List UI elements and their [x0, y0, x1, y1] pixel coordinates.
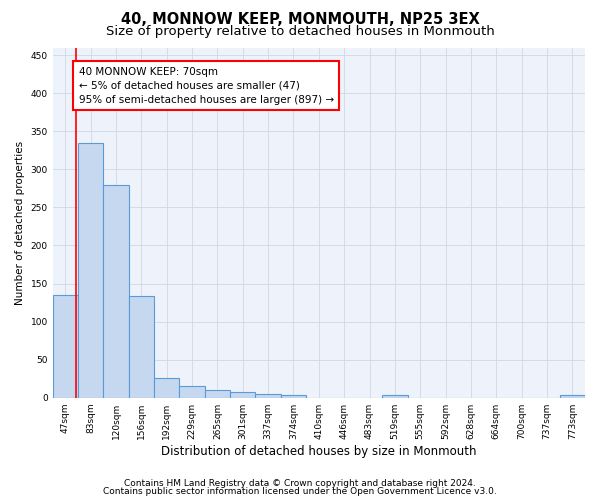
Bar	[154, 378, 179, 398]
Text: Contains HM Land Registry data © Crown copyright and database right 2024.: Contains HM Land Registry data © Crown c…	[124, 478, 476, 488]
Bar	[382, 394, 407, 398]
Bar	[53, 295, 78, 398]
Text: 40 MONNOW KEEP: 70sqm
← 5% of detached houses are smaller (47)
95% of semi-detac: 40 MONNOW KEEP: 70sqm ← 5% of detached h…	[79, 66, 334, 104]
X-axis label: Distribution of detached houses by size in Monmouth: Distribution of detached houses by size …	[161, 444, 476, 458]
Text: 40, MONNOW KEEP, MONMOUTH, NP25 3EX: 40, MONNOW KEEP, MONMOUTH, NP25 3EX	[121, 12, 479, 28]
Bar	[560, 394, 585, 398]
Text: Size of property relative to detached houses in Monmouth: Size of property relative to detached ho…	[106, 25, 494, 38]
Bar	[256, 394, 281, 398]
Bar	[179, 386, 205, 398]
Bar	[205, 390, 230, 398]
Bar	[129, 296, 154, 398]
Y-axis label: Number of detached properties: Number of detached properties	[15, 140, 25, 304]
Bar	[281, 394, 306, 398]
Text: Contains public sector information licensed under the Open Government Licence v3: Contains public sector information licen…	[103, 487, 497, 496]
Bar	[103, 184, 129, 398]
Bar	[230, 392, 256, 398]
Bar	[78, 142, 103, 398]
